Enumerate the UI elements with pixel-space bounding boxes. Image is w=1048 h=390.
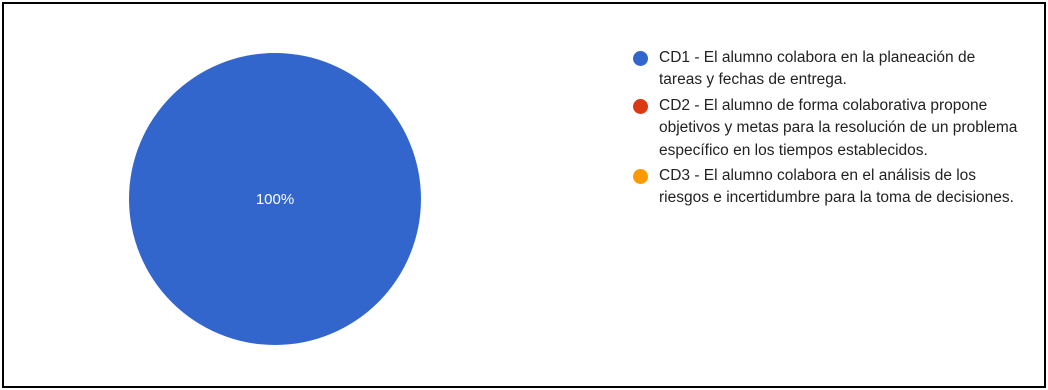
legend: CD1 - El alumno colabora en la planeació… [632,47,1022,213]
legend-item-cd2[interactable]: CD2 - El alumno de forma colaborativa pr… [632,95,1022,162]
legend-label-cd3: CD3 - El alumno colabora en el análisis … [659,167,1014,207]
legend-swatch-cd3 [633,169,648,185]
legend-label-cd2: CD2 - El alumno de forma colaborativa pr… [659,96,1018,159]
legend-swatch-cd2 [633,98,648,114]
legend-item-cd3[interactable]: CD3 - El alumno colabora en el análisis … [632,165,1022,210]
legend-label-cd1: CD1 - El alumno colabora en la planeació… [659,49,976,89]
pie-slices: 100% [129,53,421,345]
legend-item-cd1[interactable]: CD1 - El alumno colabora en la planeació… [632,47,1022,92]
legend-swatch-cd1 [633,51,648,66]
pie-slice-1[interactable] [129,53,421,345]
pie-slice-1-percent-label: 100% [256,191,294,208]
pie-chart: 100% [129,53,421,345]
